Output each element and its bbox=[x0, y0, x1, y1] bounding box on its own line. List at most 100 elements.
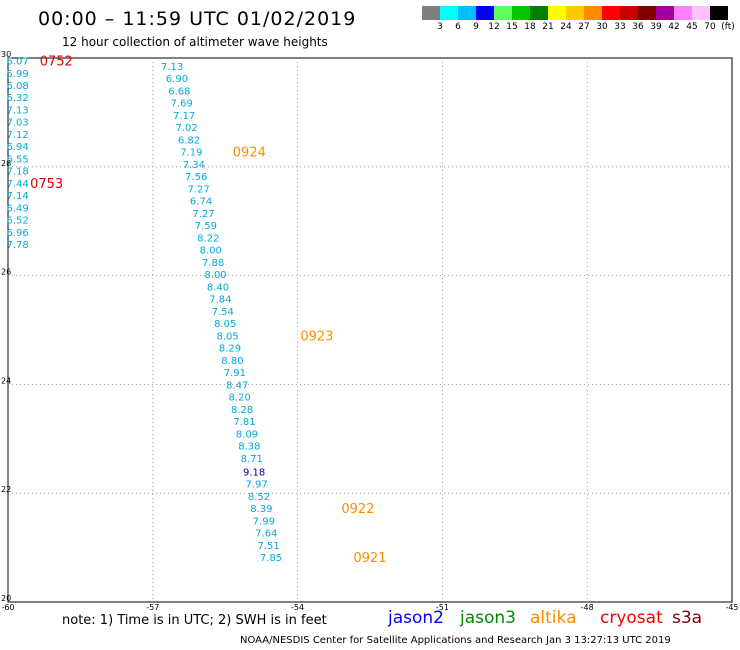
x-tick-label: -54 bbox=[291, 603, 304, 612]
wave-height-point: 7.54 bbox=[212, 307, 234, 318]
colorbar-swatch bbox=[548, 6, 566, 20]
wave-height-point: 6.96 bbox=[7, 228, 29, 239]
wave-height-point: 7.97 bbox=[245, 479, 267, 490]
wave-height-point: 9.18 bbox=[243, 467, 265, 478]
x-tick-label: -48 bbox=[581, 603, 594, 612]
wave-height-point: 7.51 bbox=[258, 541, 280, 552]
wave-height-point: 6.07 bbox=[7, 57, 29, 68]
colorbar-swatch bbox=[476, 6, 494, 20]
wave-height-point: 8.39 bbox=[250, 504, 272, 515]
wave-height-point: 6.94 bbox=[7, 142, 29, 153]
wave-height-point: 8.52 bbox=[248, 492, 270, 503]
wave-height-colorbar bbox=[422, 6, 728, 20]
wave-height-point: 7.19 bbox=[180, 148, 202, 159]
wave-height-point: 7.34 bbox=[183, 160, 205, 171]
wave-height-point: 7.99 bbox=[253, 516, 275, 527]
x-tick-label: -45 bbox=[725, 603, 738, 612]
pass-time-label: 0924 bbox=[233, 146, 266, 161]
wave-height-point: 7.88 bbox=[202, 258, 224, 269]
chart-title: 00:00 – 11:59 UTC 01/02/2019 bbox=[38, 8, 357, 30]
wave-height-point: 6.32 bbox=[7, 93, 29, 104]
colorbar-label: 18 bbox=[524, 22, 536, 32]
colorbar-label: 30 bbox=[596, 22, 608, 32]
colorbar-labels: 3 6 9 12 15 18 21 24 27 30 33 36 39 42 45 70 (ft) bbox=[422, 22, 740, 34]
wave-height-point: 8.47 bbox=[226, 380, 248, 391]
wave-height-point: 8.05 bbox=[216, 331, 238, 342]
colorbar-swatch bbox=[566, 6, 584, 20]
wave-height-point: 8.00 bbox=[200, 245, 222, 256]
colorbar-label: 36 bbox=[632, 22, 644, 32]
colorbar-label: 70 bbox=[704, 22, 716, 32]
satellite-legend-s3a: s3a bbox=[672, 608, 703, 628]
footer-note: note: 1) Time is in UTC; 2) SWH is in fe… bbox=[62, 613, 327, 628]
wave-height-point: 8.09 bbox=[236, 429, 258, 440]
wave-height-point: 7.27 bbox=[192, 209, 214, 220]
colorbar-label: 27 bbox=[578, 22, 590, 32]
wave-height-point: 8.22 bbox=[197, 234, 219, 245]
wave-height-point: 8.20 bbox=[229, 392, 251, 403]
colorbar-label: 42 bbox=[668, 22, 680, 32]
y-tick-label: 24 bbox=[1, 376, 11, 385]
wave-height-point: 7.69 bbox=[171, 99, 193, 110]
wave-height-point: 6.90 bbox=[166, 74, 188, 85]
wave-height-point: 7.12 bbox=[7, 130, 29, 141]
colorbar-swatch bbox=[512, 6, 530, 20]
pass-time-label: 0922 bbox=[341, 502, 374, 517]
colorbar-swatch bbox=[422, 6, 440, 20]
wave-height-point: 7.13 bbox=[161, 62, 183, 73]
colorbar-swatch bbox=[440, 6, 458, 20]
wave-height-point: 6.68 bbox=[168, 87, 190, 98]
wave-height-point: 7.02 bbox=[175, 123, 197, 134]
colorbar-label: 24 bbox=[560, 22, 572, 32]
wave-height-point: 7.85 bbox=[260, 553, 282, 564]
wave-height-point: 7.64 bbox=[255, 528, 277, 539]
colorbar-label: 12 bbox=[488, 22, 500, 32]
y-tick-label: 28 bbox=[1, 159, 11, 168]
colorbar-label: 45 bbox=[686, 22, 698, 32]
wave-height-point: 6.52 bbox=[7, 216, 29, 227]
wave-height-point: 7.03 bbox=[7, 118, 29, 129]
wave-height-point: 8.71 bbox=[241, 454, 263, 465]
wave-height-point: 7.91 bbox=[224, 368, 246, 379]
pass-time-label: 0923 bbox=[300, 329, 333, 344]
colorbar-label: 21 bbox=[542, 22, 554, 32]
wave-height-point: 8.28 bbox=[231, 405, 253, 416]
wave-height-point: 7.14 bbox=[7, 191, 29, 202]
chart-subtitle: 12 hour collection of altimeter wave hei… bbox=[62, 35, 328, 49]
colorbar-label: 3 bbox=[437, 22, 443, 32]
wave-height-point: 6.55 bbox=[7, 155, 29, 166]
colorbar-swatch bbox=[692, 6, 710, 20]
wave-height-point: 7.13 bbox=[7, 106, 29, 117]
plot-frame bbox=[7, 57, 733, 603]
colorbar-label: 15 bbox=[506, 22, 518, 32]
wave-height-point: 7.27 bbox=[188, 185, 210, 196]
colorbar-label: 39 bbox=[650, 22, 662, 32]
colorbar-label: 9 bbox=[473, 22, 479, 32]
colorbar-swatch bbox=[620, 6, 638, 20]
wave-height-point: 7.18 bbox=[7, 167, 29, 178]
wave-height-point: 8.80 bbox=[221, 356, 243, 367]
colorbar-swatch bbox=[710, 6, 728, 20]
colorbar-swatch bbox=[494, 6, 512, 20]
x-tick-label: -57 bbox=[146, 603, 159, 612]
wave-height-point: 6.08 bbox=[7, 81, 29, 92]
wave-height-point: 8.00 bbox=[204, 270, 226, 281]
x-tick-label: -60 bbox=[1, 603, 14, 612]
colorbar-swatch bbox=[584, 6, 602, 20]
satellite-legend-jason3: jason3 bbox=[460, 608, 516, 628]
wave-height-point: 7.81 bbox=[233, 417, 255, 428]
y-tick-label: 20 bbox=[1, 594, 11, 603]
y-tick-label: 30 bbox=[1, 50, 11, 59]
colorbar-swatch bbox=[602, 6, 620, 20]
colorbar-swatch bbox=[674, 6, 692, 20]
wave-height-point: 6.82 bbox=[178, 136, 200, 147]
y-tick-label: 22 bbox=[1, 485, 11, 494]
wave-height-point: 8.29 bbox=[219, 343, 241, 354]
wave-height-point: 7.84 bbox=[209, 294, 231, 305]
wave-height-point: 5.99 bbox=[7, 69, 29, 80]
wave-height-point: 7.44 bbox=[7, 179, 29, 190]
colorbar-swatch bbox=[638, 6, 656, 20]
colorbar-swatch bbox=[458, 6, 476, 20]
wave-height-point: 8.05 bbox=[214, 319, 236, 330]
colorbar-swatch bbox=[530, 6, 548, 20]
